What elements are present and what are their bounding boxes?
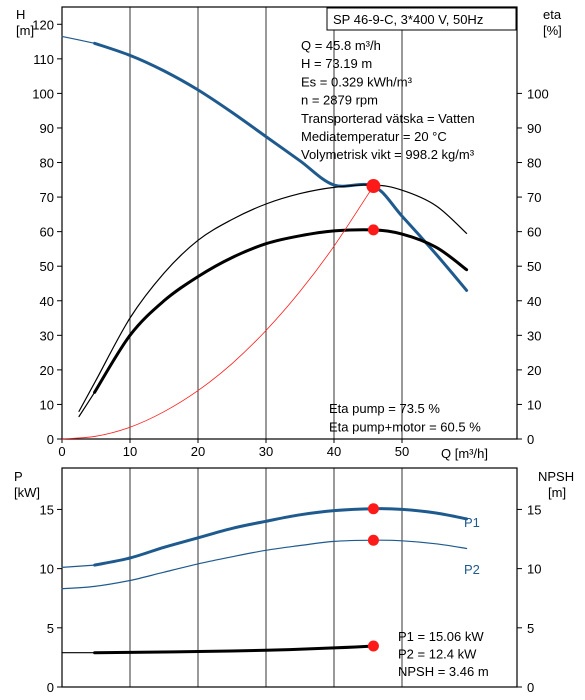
bottom-right-tick-label: 0 — [527, 680, 534, 695]
bottom-left-tick-label: 15 — [40, 502, 54, 517]
bottom-operating-point-marker — [367, 640, 379, 652]
info-line: Volymetrisk vikt = 998.2 kg/m³ — [301, 147, 475, 162]
top-right-tick-label: 50 — [527, 259, 541, 274]
top-series-group — [61, 35, 469, 440]
info-line: n = 2879 rpm — [301, 93, 378, 108]
p2-series-label: P2 — [464, 562, 480, 577]
efficiency-info: Eta pump = 73.5 % Eta pump+motor = 60.5 % — [329, 401, 481, 435]
top-series-H-ext — [61, 35, 96, 44]
bottom-series-group — [61, 503, 469, 655]
bottom-series-P1 — [93, 507, 469, 567]
top-left-tick-label: 80 — [40, 156, 54, 171]
power-line: P2 = 12.4 kW — [398, 647, 477, 662]
top-plot-frame — [61, 6, 518, 440]
top-axis-ticks: 0102030405060708090100110120010203040506… — [32, 17, 548, 459]
top-right-tick-label: 80 — [527, 156, 541, 171]
top-right-tick-label: 30 — [527, 328, 541, 343]
bottom-left-tick-label: 5 — [47, 621, 54, 636]
bottom-left-tick-label: 0 — [47, 680, 54, 695]
top-left-tick-label: 100 — [32, 86, 54, 101]
top-left-tick-label: 40 — [40, 294, 54, 309]
top-right-tick-label: 10 — [527, 397, 541, 412]
top-right-tick-label: 100 — [527, 86, 549, 101]
top-x-axis-title: Q [m³/h] — [441, 446, 488, 461]
bottom-right-axis-title-line1: NPSH — [538, 469, 574, 484]
top-left-axis-title-line2: [m] — [16, 23, 34, 38]
top-series-H — [93, 41, 469, 292]
top-left-tick-label: 120 — [32, 17, 54, 32]
bottom-right-tick-label: 10 — [527, 562, 541, 577]
bottom-right-tick-label: 5 — [527, 621, 534, 636]
top-right-tick-label: 70 — [527, 190, 541, 205]
top-operating-point-marker — [366, 179, 381, 194]
p1-series-label: P1 — [464, 515, 480, 530]
bottom-series-P2 — [61, 539, 468, 590]
bottom-right-tick-label: 15 — [527, 502, 541, 517]
bottom-grid — [129, 468, 403, 687]
top-x-tick-label: 0 — [58, 444, 65, 459]
top-left-tick-label: 70 — [40, 190, 54, 205]
top-series-eta-pump-motor — [93, 228, 469, 394]
top-series-eta-pump — [78, 184, 468, 412]
info-line: H = 73.19 m — [301, 56, 372, 71]
top-x-tick-label: 10 — [123, 444, 137, 459]
bottom-series-NPSH — [93, 644, 375, 655]
top-right-tick-label: 40 — [527, 294, 541, 309]
top-right-axis-title-line2: [%] — [543, 23, 562, 38]
info-line: Q = 45.8 m³/h — [301, 38, 381, 53]
info-line: Es = 0.329 kWh/m³ — [301, 74, 413, 89]
top-x-tick-label: 50 — [395, 444, 409, 459]
eta-line: Eta pump+motor = 60.5 % — [329, 420, 481, 435]
top-left-tick-label: 110 — [33, 52, 54, 67]
top-right-tick-label: 20 — [527, 363, 541, 378]
bottom-left-axis-title-line2: [kW] — [14, 485, 40, 500]
model-label: SP 46-9-C, 3*400 V, 50Hz — [333, 12, 483, 27]
top-left-axis-title-line1: H — [16, 7, 25, 22]
top-left-tick-label: 0 — [47, 432, 54, 447]
top-left-tick-label: 90 — [40, 121, 54, 136]
power-line: NPSH = 3.46 m — [398, 664, 489, 679]
info-line: Transporterad vätska = Vatten — [301, 111, 475, 126]
top-operating-point-marker — [367, 224, 379, 236]
top-x-tick-label: 20 — [191, 444, 205, 459]
top-series-eta-ext — [78, 391, 96, 418]
top-grid — [129, 7, 403, 439]
top-right-tick-label: 60 — [527, 225, 541, 240]
top-left-tick-label: 20 — [40, 363, 54, 378]
bottom-left-tick-label: 10 — [40, 562, 54, 577]
bottom-operating-point-marker — [367, 534, 379, 546]
top-x-tick-label: 40 — [327, 444, 341, 459]
power-info: P1 = 15.06 kW P2 = 12.4 kW NPSH = 3.46 m — [398, 629, 489, 679]
top-right-tick-label: 90 — [527, 121, 541, 136]
bottom-right-axis-title-line2: [m] — [548, 485, 566, 500]
eta-line: Eta pump = 73.5 % — [329, 401, 440, 416]
top-right-axis-title-line1: eta — [543, 7, 562, 22]
top-left-tick-label: 60 — [40, 225, 54, 240]
model-label-box — [326, 7, 517, 31]
top-left-tick-label: 10 — [40, 397, 54, 412]
info-line: Mediatemperatur = 20 °C — [301, 129, 447, 144]
bottom-left-axis-title-line1: P — [14, 469, 23, 484]
top-series-system-curve — [61, 185, 374, 440]
bottom-series-P1-ext — [61, 564, 96, 568]
top-right-tick-label: 0 — [527, 432, 534, 447]
top-left-tick-label: 50 — [40, 259, 54, 274]
power-line: P1 = 15.06 kW — [398, 629, 484, 644]
top-x-tick-label: 30 — [259, 444, 273, 459]
bottom-axis-ticks: 0 5 10 15 0 5 10 15 — [40, 502, 542, 695]
bottom-operating-point-marker — [367, 503, 379, 515]
operating-point-info: Q = 45.8 m³/h H = 73.19 m Es = 0.329 kWh/m… — [301, 38, 475, 162]
bottom-plot-frame — [61, 467, 518, 688]
top-left-tick-label: 30 — [40, 328, 54, 343]
